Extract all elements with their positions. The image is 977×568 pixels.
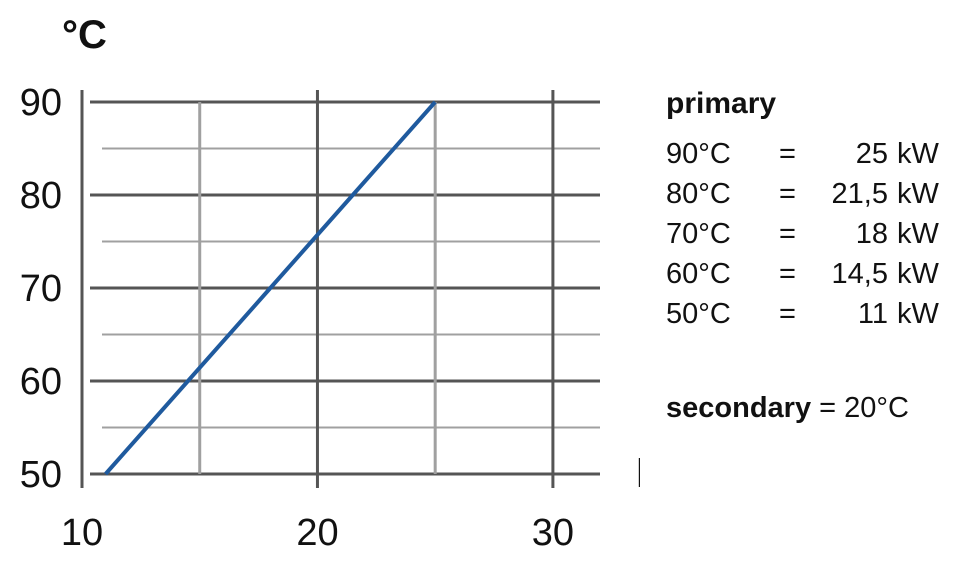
legend-equals: = [779, 218, 796, 250]
legend-temp: 70°C [666, 218, 731, 250]
legend-temp: 80°C [666, 178, 731, 210]
secondary-label: secondary [666, 392, 812, 424]
y-tick-label: 70 [20, 268, 62, 310]
legend-equals: = [779, 298, 796, 330]
legend-value: 14,5 [831, 258, 888, 290]
y-axis-unit: °C [62, 13, 107, 57]
y-tick-label: 50 [20, 454, 62, 496]
legend-temp: 60°C [666, 258, 731, 290]
legend-unit: kW [897, 138, 939, 170]
legend-temp: 50°C [666, 298, 731, 330]
legend-unit: kW [897, 258, 939, 290]
x-axis-unit: kW [636, 452, 640, 496]
tick-labels: 50 60 70 80 90 10 20 30 [20, 82, 574, 554]
secondary-value: = 20°C [819, 392, 909, 424]
legend-row: 90°C = 25 kW [666, 134, 971, 174]
legend-row: 70°C = 18 kW [666, 214, 971, 254]
legend-value: 18 [855, 218, 888, 250]
legend-rows: 90°C = 25 kW 80°C = 21,5 kW 70°C = 18 kW 60°C = 14,5 kW… [666, 134, 971, 334]
legend-row: 80°C = 21,5 kW [666, 174, 971, 214]
legend-unit: kW [897, 218, 939, 250]
legend: primary 90°C = 25 kW 80°C = 21,5 kW 70°C = 18 kW 60°… [666, 82, 971, 334]
legend-row: 50°C = 11 kW [666, 294, 971, 334]
legend-unit: kW [897, 298, 939, 330]
chart: 50 60 70 80 90 10 20 30 °C kW [20, 13, 640, 554]
legend-temp: 90°C [666, 138, 731, 170]
legend-value: 21,5 [831, 178, 888, 210]
legend-equals: = [779, 138, 796, 170]
x-tick-label: 30 [532, 512, 574, 554]
legend-value: 11 [857, 298, 888, 330]
legend-equals: = [779, 178, 796, 210]
legend-row: 60°C = 14,5 kW [666, 254, 971, 294]
legend-value: 25 [855, 138, 888, 170]
x-tick-label: 20 [296, 512, 338, 554]
y-tick-label: 90 [20, 82, 62, 124]
series [104, 100, 437, 476]
legend-title: primary [666, 87, 777, 120]
secondary-note: secondary = 20°C [666, 386, 909, 430]
legend-unit: kW [897, 178, 939, 210]
y-tick-label: 80 [20, 175, 62, 217]
x-tick-label: 10 [61, 512, 103, 554]
series-line [104, 100, 437, 476]
legend-equals: = [779, 258, 796, 290]
grid [80, 90, 600, 488]
y-tick-label: 60 [20, 361, 62, 403]
